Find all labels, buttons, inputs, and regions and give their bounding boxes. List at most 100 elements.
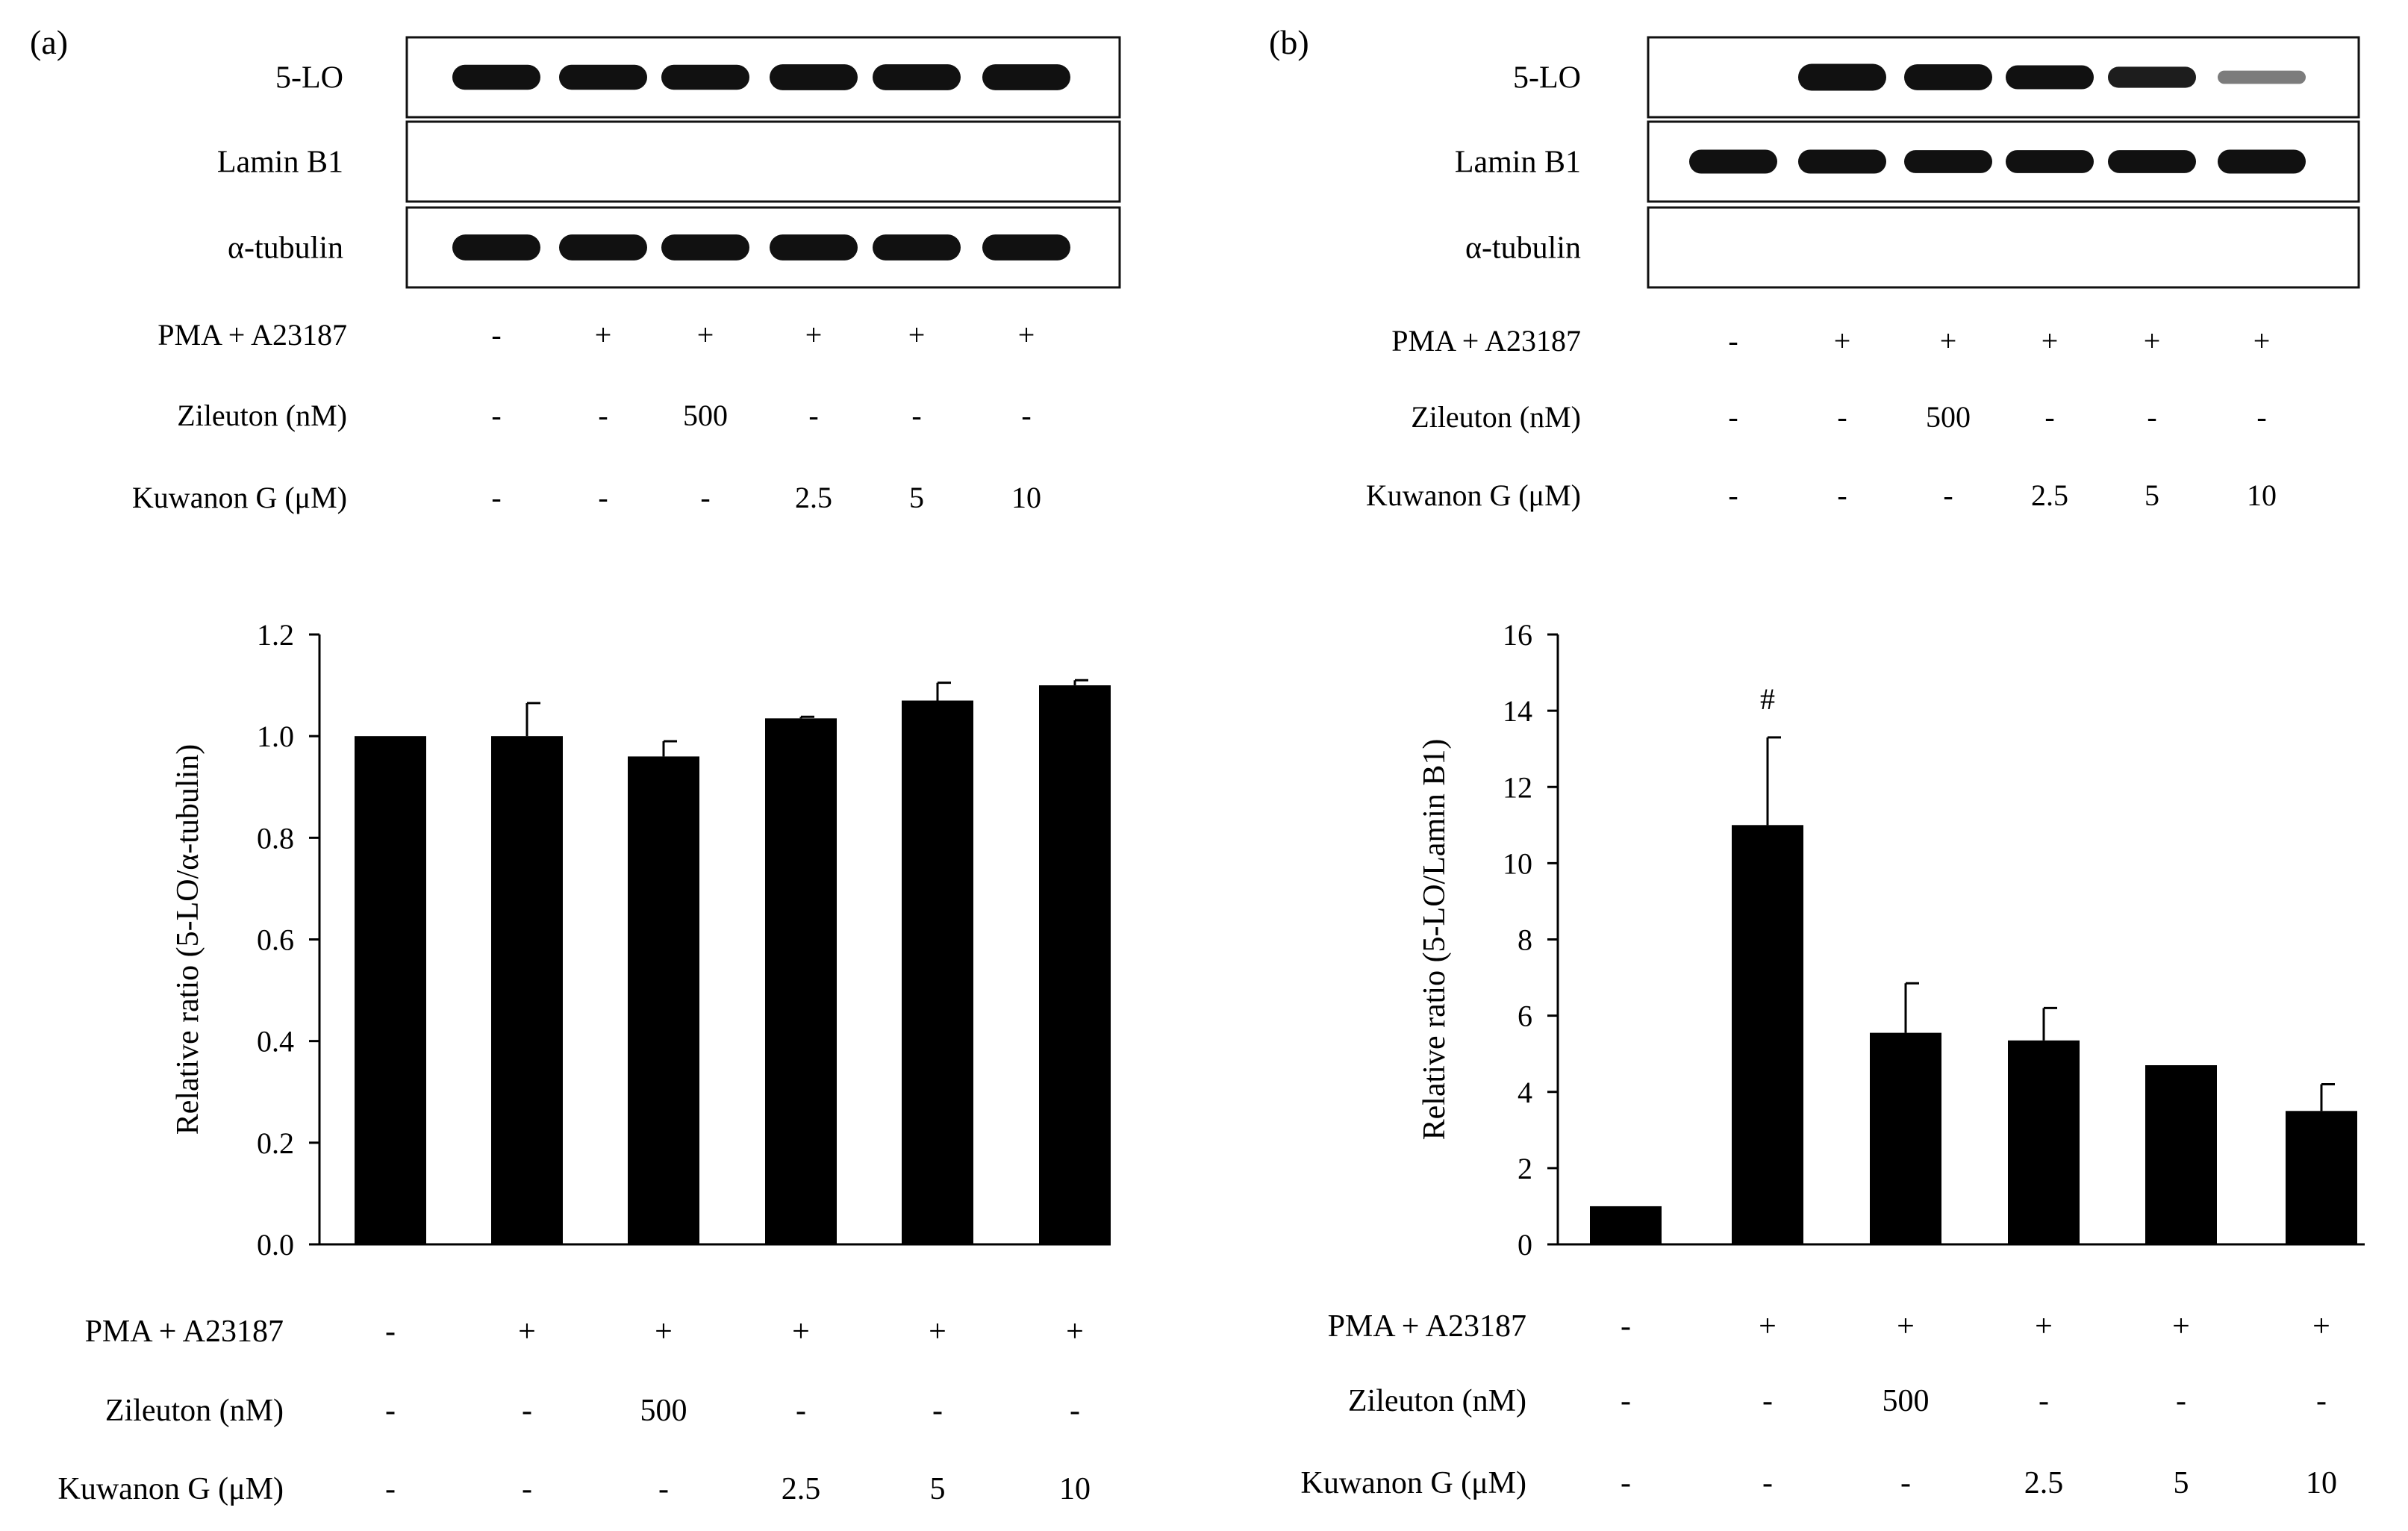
- bar: [1732, 825, 1803, 1244]
- treatment-value: 500: [683, 399, 728, 432]
- y-tick-label: 14: [1503, 694, 1532, 728]
- chart-treatment-value: 5: [2174, 1466, 2189, 1500]
- treatment-value: -: [598, 481, 608, 514]
- chart-treatment-value: -: [932, 1394, 943, 1428]
- treatment-value: -: [1728, 478, 1738, 512]
- treatment-value: -: [1728, 400, 1738, 434]
- chart-treatment-value: +: [1897, 1309, 1915, 1344]
- chart-treatment-value: -: [1900, 1466, 1911, 1500]
- y-tick-label: 0.0: [257, 1228, 294, 1262]
- treatment-value: 10: [1011, 481, 1041, 514]
- treatment-label: Zileuton (nM): [177, 399, 347, 432]
- blot-band: [2006, 65, 2094, 90]
- y-tick-label: 12: [1503, 770, 1532, 804]
- blot-band: [982, 234, 1070, 261]
- chart-treatment-value: +: [929, 1315, 946, 1349]
- blot-band: [770, 64, 858, 90]
- blot-row-lamin-b1: Lamin B1: [217, 120, 1121, 203]
- chart-treatment-value: -: [1621, 1466, 1631, 1500]
- y-tick-label: 1.2: [257, 618, 294, 652]
- treatment-value: 10: [2247, 478, 2277, 512]
- bar: [902, 700, 973, 1244]
- blot-band: [770, 234, 858, 261]
- treatment-value: 2.5: [2031, 478, 2068, 512]
- chart-treatment-value: -: [385, 1394, 396, 1428]
- blot-band: [2218, 149, 2306, 174]
- chart-treatment-value: +: [2312, 1309, 2330, 1344]
- treatment-value: +: [2144, 324, 2161, 358]
- chart-treatment-value: 500: [640, 1394, 687, 1428]
- y-axis-label: Relative ratio (5-LO/α-tubulin): [171, 744, 205, 1135]
- blot-box: [1647, 206, 2360, 289]
- bar: [491, 736, 563, 1244]
- y-tick-label: 4: [1518, 1076, 1532, 1109]
- treatment-label: Kuwanon G (μM): [132, 481, 347, 514]
- y-tick-label: 10: [1503, 846, 1532, 880]
- bar: [355, 736, 426, 1244]
- chart-treatment-value: +: [518, 1315, 536, 1349]
- blot-row-5-lo: 5-LO: [1513, 36, 2360, 119]
- treatment-value: -: [598, 399, 608, 432]
- treatment-value: -: [1021, 399, 1031, 432]
- blot-row-label: Lamin B1: [217, 146, 343, 180]
- chart-treatment-value: -: [796, 1394, 806, 1428]
- blot-band: [2006, 150, 2094, 173]
- y-axis-label: Relative ratio (5-LO/Lamin B1): [1417, 739, 1452, 1141]
- bar: [765, 718, 837, 1244]
- chart-treatment-value: -: [1621, 1309, 1631, 1344]
- y-tick-label: 16: [1503, 618, 1532, 652]
- treatment-value: +: [1834, 324, 1851, 358]
- chart-treatment-label: Zileuton (nM): [1348, 1384, 1526, 1418]
- chart-treatment-value: -: [1621, 1384, 1631, 1418]
- blot-band: [982, 64, 1070, 90]
- blot-row-lamin-b1: Lamin B1: [1455, 120, 2360, 203]
- bar: [2145, 1065, 2217, 1244]
- treatment-label: Zileuton (nM): [1411, 400, 1581, 434]
- chart-treatment-value: -: [522, 1394, 532, 1428]
- bar-chart-0: 0.0 0.2 0.4 0.6 0.8 1.0 1.2 Relative ratio (5-L…: [171, 618, 1111, 1262]
- treatment-value: -: [700, 481, 710, 514]
- bar: [1590, 1206, 1662, 1244]
- blot-box: [405, 120, 1121, 203]
- treatment-value: 5: [909, 481, 924, 514]
- blot-row-5-lo: 5-LO: [275, 36, 1121, 119]
- y-tick-label: 8: [1518, 923, 1532, 957]
- chart-treatment-value: -: [2176, 1384, 2186, 1418]
- treatment-value: -: [2256, 400, 2266, 434]
- chart-treatment-value: -: [658, 1472, 669, 1506]
- blot-band: [1798, 63, 1886, 91]
- y-tick-label: 2: [1518, 1152, 1532, 1185]
- blot-band: [2108, 66, 2196, 88]
- blot-row-label: 5-LO: [1513, 61, 1581, 96]
- blot-band: [1904, 64, 1992, 90]
- treatment-value: +: [595, 318, 612, 352]
- blot-band: [1689, 149, 1777, 174]
- chart-treatment-value: +: [2035, 1309, 2053, 1344]
- treatment-value: +: [908, 318, 926, 352]
- y-tick-label: 6: [1518, 1000, 1532, 1033]
- treatment-label: PMA + A23187: [1391, 324, 1581, 358]
- y-tick-label: 0: [1518, 1228, 1532, 1262]
- chart-treatment-value: -: [385, 1315, 396, 1349]
- treatment-value: -: [1943, 478, 1953, 512]
- chart-treatment-value: +: [1066, 1315, 1084, 1349]
- treatment-value: +: [2253, 324, 2271, 358]
- treatment-value: -: [491, 318, 501, 352]
- blot-band: [2108, 150, 2196, 173]
- chart-treatment-label: PMA + A23187: [1328, 1309, 1526, 1344]
- blot-band: [452, 234, 540, 261]
- chart-treatment-value: -: [2039, 1384, 2049, 1418]
- y-tick-label: 0.8: [257, 821, 294, 855]
- blot-row-label: 5-LO: [275, 61, 343, 96]
- blot-row-label: Lamin B1: [1455, 146, 1581, 180]
- chart-treatment-label: Zileuton (nM): [105, 1394, 284, 1428]
- blot-band: [661, 64, 749, 90]
- treatment-value: -: [911, 399, 921, 432]
- treatment-value: +: [1018, 318, 1035, 352]
- chart-treatment-value: 5: [930, 1472, 946, 1506]
- bar-chart-1: 0 2 4 6 8 10 12 14 16 Relative ratio (5-LO/Lamin …: [1417, 618, 2365, 1262]
- bar: [1039, 685, 1111, 1244]
- panel-label: (a): [30, 23, 68, 61]
- blot-band: [1798, 149, 1886, 174]
